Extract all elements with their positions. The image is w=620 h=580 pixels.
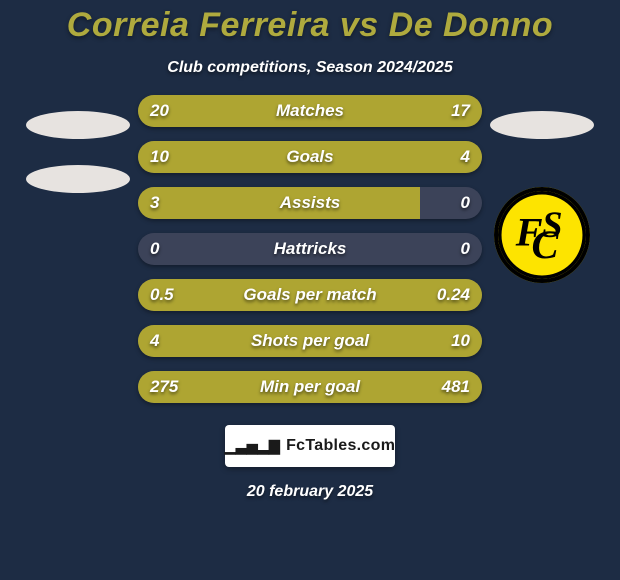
stat-label: Min per goal	[138, 371, 482, 403]
stat-row: 410Shots per goal	[138, 325, 482, 357]
right-player-badge	[490, 111, 594, 139]
stat-row: 30Assists	[138, 187, 482, 219]
stat-label: Matches	[138, 95, 482, 127]
club-logo-svg: F C S	[498, 191, 586, 279]
left-player-badge-2	[26, 165, 130, 193]
stats-area: 2017Matches 104Goals 30Assists 00Hattricks 0…	[0, 95, 620, 403]
stat-row: 00Hattricks	[138, 233, 482, 265]
stat-row: 2017Matches	[138, 95, 482, 127]
page-subtitle: Club competitions, Season 2024/2025	[167, 59, 452, 77]
right-club-logo: F C S	[494, 187, 590, 283]
fctables-logo[interactable]: ▁▃▅▂▇ FcTables.com	[225, 425, 395, 467]
footer-logo-text: FcTables.com	[286, 437, 395, 455]
stat-label: Hattricks	[138, 233, 482, 265]
stat-row: 104Goals	[138, 141, 482, 173]
right-player-column: F C S	[482, 95, 602, 283]
left-player-badge-1	[26, 111, 130, 139]
stat-label: Assists	[138, 187, 482, 219]
footer-date: 20 february 2025	[247, 483, 373, 501]
comparison-infographic: Correia Ferreira vs De Donno Club compet…	[0, 0, 620, 580]
stat-label: Shots per goal	[138, 325, 482, 357]
chart-icon: ▁▃▅▂▇	[225, 438, 280, 455]
stat-label: Goals per match	[138, 279, 482, 311]
left-player-column	[18, 95, 138, 207]
stat-row: 275481Min per goal	[138, 371, 482, 403]
svg-text:S: S	[542, 204, 563, 245]
stat-bars-column: 2017Matches 104Goals 30Assists 00Hattricks 0…	[138, 95, 482, 403]
stat-row: 0.50.24Goals per match	[138, 279, 482, 311]
page-title: Correia Ferreira vs De Donno	[67, 6, 553, 45]
stat-label: Goals	[138, 141, 482, 173]
